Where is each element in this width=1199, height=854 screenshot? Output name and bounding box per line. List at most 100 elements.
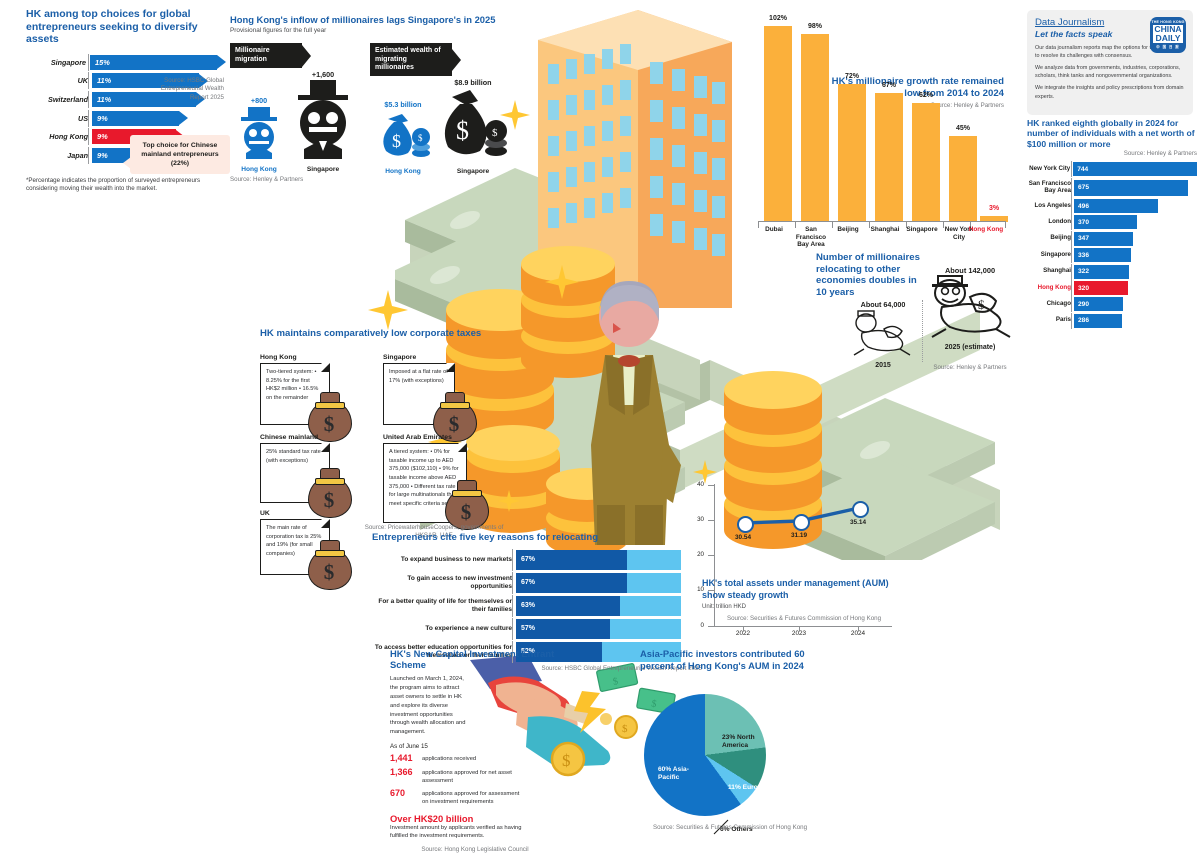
label: Hong Kong [385,168,421,176]
reason-label: For a better quality of life for themsel… [378,597,512,613]
panel-title: Data Journalism [1035,17,1105,28]
rank-label: Chicago [1046,300,1071,308]
svg-text:$: $ [392,131,401,151]
rank-value: 347 [1074,231,1133,246]
bar-row: Switzerland 11% [26,90,226,108]
source-note: Source: Henley & Partners [1123,149,1197,157]
column-highlight: 3% [980,205,1008,222]
bar-label: US [78,113,88,123]
panel-title: HK among top choices for global entrepre… [26,8,198,46]
bar: 15% [90,54,226,70]
column-value: 45% [955,125,970,132]
callout-badge: Top choice for Chinese mainland entrepre… [123,134,230,175]
svg-text:$: $ [650,698,657,710]
label: Hong Kong [241,166,277,174]
footnote: *Percentage indicates the proportion of … [26,176,201,193]
axis-tick [88,109,89,127]
reason-row: To gain access to new investment opportu… [372,571,702,594]
card-body: The main rate of corporation tax is 25% … [260,518,331,575]
panel-title: HK's millionaire growth rate remained lo… [831,76,1004,99]
value: About 64,000 [860,300,906,309]
wealth-tag: Estimated wealth of migrating millionair… [370,43,510,77]
value: +1,600 [311,70,335,80]
rank-value: 290 [1074,297,1123,312]
figure-sg-wealth: $8.9 billion $ $ Singapore [436,78,510,175]
y-tick-label: 0 [700,622,704,629]
rank-value: 744 [1073,162,1197,177]
rank-value: 370 [1074,215,1137,230]
stat-number: 1,441 [390,753,413,764]
y-tick-label: 40 [697,481,704,488]
millionaire-sg-icon [298,80,348,160]
rank-value: 496 [1074,199,1158,214]
bar-row: UK 11% [26,72,226,90]
data-label: 30.54 [735,534,751,541]
card-title: UK [260,510,270,517]
logo-line-2: DAILY [1153,33,1183,43]
logo-bottom-text: 中 国 日 报 [1156,44,1180,49]
column-value: 98% [807,23,822,30]
rank-value: 322 [1074,264,1129,279]
highlight-description: Investment amount by applicants verified… [390,825,522,840]
rank-value: 286 [1074,313,1122,328]
rank-label: Hong Kong [1037,283,1071,291]
column-label: Shanghai [870,226,900,233]
svg-text:$: $ [622,723,628,735]
tax-card-uae: United Arab Emirates A tiered system: • … [383,434,509,530]
rank-row: London 370 [1027,214,1197,231]
stat-row: 1,441 applications received [390,753,530,763]
rank-row: Paris 286 [1027,312,1197,329]
value: +800 [250,96,268,106]
figure-2025: About 142,000 $ 2025 (estimate) [924,266,1016,351]
panel-five-reasons: Entrepreneurs cite five key reasons for … [372,532,702,673]
office-building-illustration [538,10,732,328]
reason-label: To expand business to new markets [400,555,512,563]
tax-card-singapore: Singapore Imposed at a flat rate of 17% … [383,354,501,442]
column-value: 102% [769,15,787,22]
source-note: Source: Henley & Partners [933,364,1007,371]
rank-row: New York City 744 [1027,161,1197,178]
svg-text:$: $ [418,133,423,143]
rank-label: Paris [1055,316,1071,324]
rank-row-highlight: Hong Kong 320 [1027,280,1197,297]
money-bag-icon: $ [439,476,493,530]
reason-label: To gain access to new investment opportu… [407,574,512,590]
money-bag-hk-icon: $ $ [383,114,430,158]
x-tick-label: 2022 [735,630,751,637]
panel-100m-ranking: HK ranked eighth globally in 2024 for nu… [1027,118,1197,330]
rank-label: Shanghai [1043,267,1071,275]
column: 102% [764,15,792,222]
column: 72% [838,73,866,222]
year-label: 2025 (estimate) [944,344,996,351]
sparkle-icon [545,265,579,299]
bar-value: 11% [97,94,112,104]
stat-text: applications approved for assessment on … [422,790,520,805]
axis-tick [88,53,89,71]
bar-label: Switzerland [48,94,88,104]
card-title: Hong Kong [260,354,297,361]
rank-row: Chicago 290 [1027,296,1197,313]
reason-value: 67% [516,572,627,593]
y-tick-label: 10 [697,586,704,593]
rank-label: New York City [1029,164,1071,172]
stat-row: 1,366 applications approved for net asse… [390,767,530,785]
panel-title: Hong Kong's inflow of millionaires lags … [230,14,496,25]
pie-label-north-america: 23% North America [722,734,755,750]
running-millionaire-large-icon: $ [931,275,1011,338]
axis-tick [88,146,89,164]
rank-value: 675 [1074,179,1188,196]
pie-label-asia-pacific: 60% Asia-Pacific [658,766,689,782]
panel-title: HK's total assets under management (AUM)… [702,578,889,600]
figure-hk-wealth: $5.3 billion $ $ Hong Kong [370,100,436,175]
tax-card-hong-kong: Hong Kong Two-tiered system: • 8.25% for… [260,354,375,442]
stat-number: 1,366 [390,766,413,777]
reason-row: To experience a new culture 57% [372,617,702,640]
money-bag-sg-icon: $ $ [444,90,507,157]
rank-value: 336 [1074,248,1131,263]
value: $5.3 billion [384,100,422,110]
tag-label: Estimated wealth of migrating millionair… [370,43,452,77]
figure-hk-migration: +800 Hong Kong [230,96,288,173]
sparkle-icon [368,290,408,330]
as-of-label: As of June 15 [390,743,428,751]
growth-rate-column-chart: 102% 98% 72% 67% 62% 45% 3% [758,15,1008,222]
